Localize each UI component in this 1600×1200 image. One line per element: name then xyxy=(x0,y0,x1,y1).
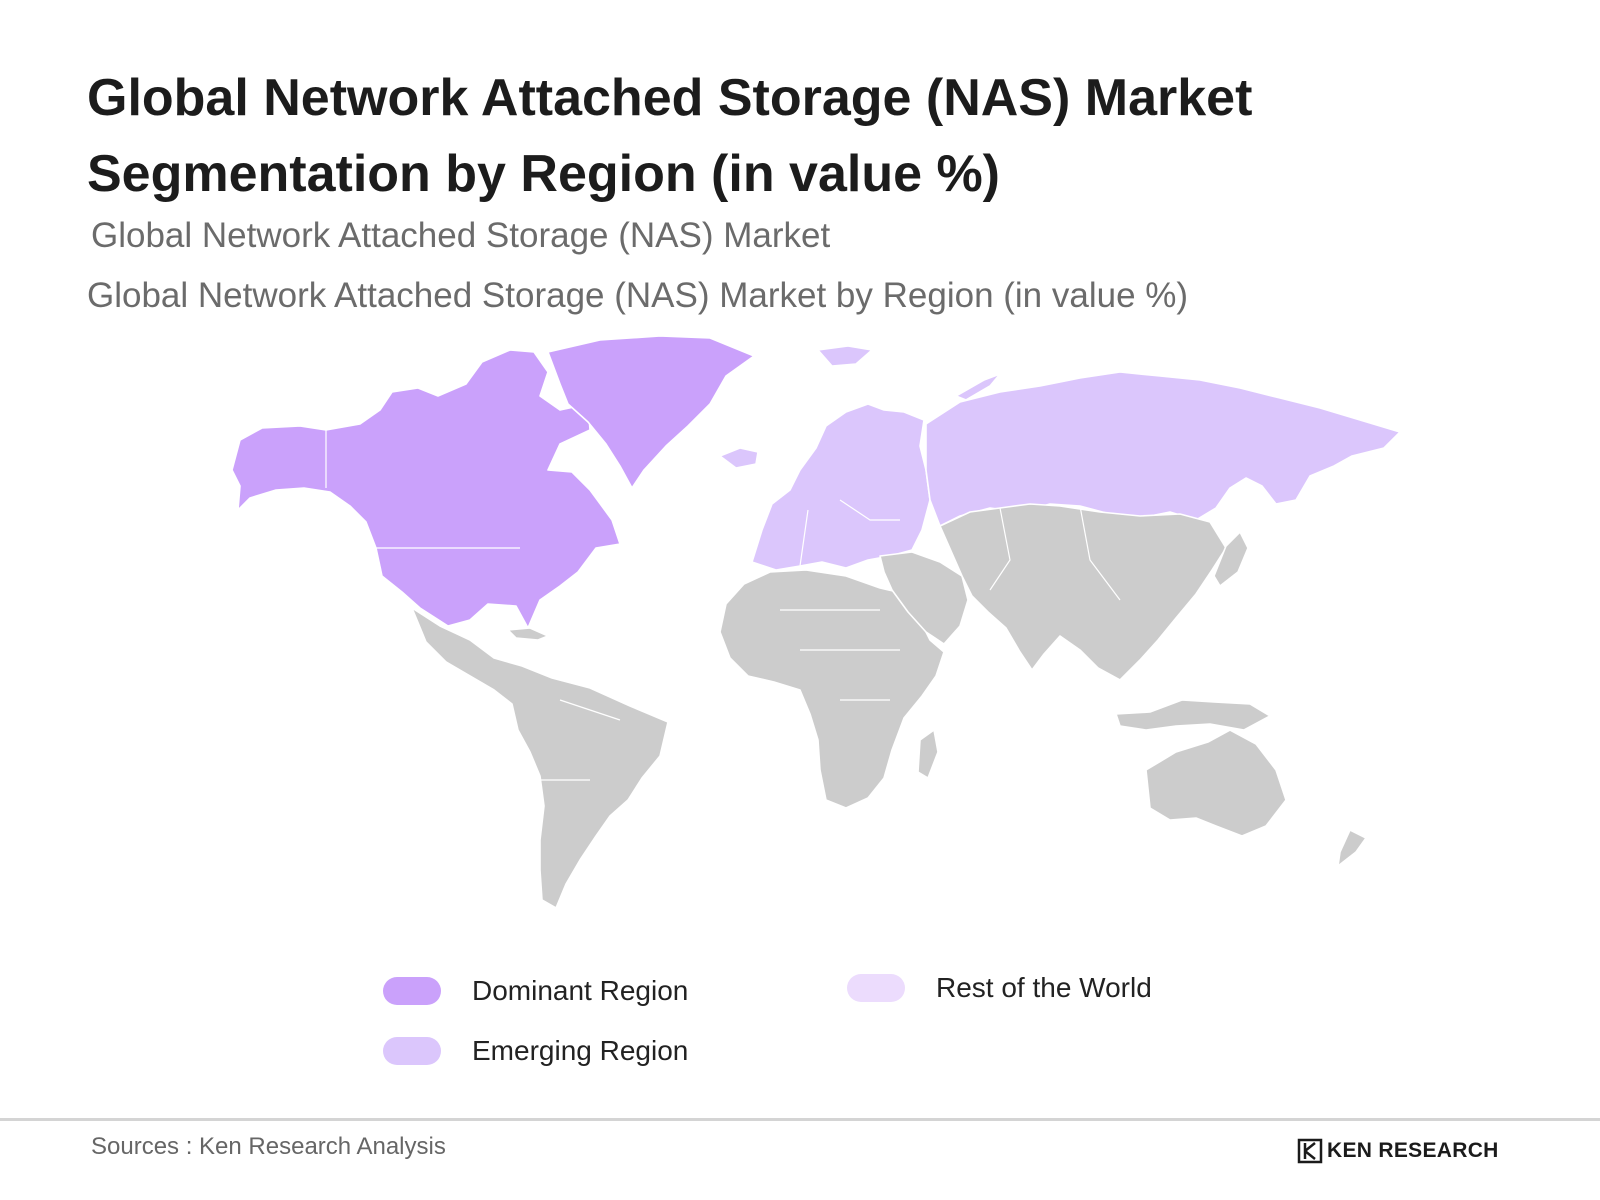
japan-region xyxy=(1213,531,1249,587)
ken-research-logo-icon xyxy=(1297,1138,1323,1164)
legend-rest-label: Rest of the World xyxy=(936,972,1152,1003)
brand-logo: KEN RESEARCH xyxy=(1297,1138,1499,1164)
title-line-2: Segmentation by Region (in value %) xyxy=(87,145,1000,203)
asia-region xyxy=(939,503,1227,681)
latin-america-region xyxy=(411,607,669,909)
iceland-region xyxy=(719,447,759,469)
legend-dominant: Dominant Region xyxy=(383,975,688,1007)
southeast-asia-region xyxy=(1115,699,1271,731)
world-map xyxy=(231,335,1401,909)
middle-east-region xyxy=(879,551,969,645)
new-zealand-region xyxy=(1337,829,1367,867)
svalbard-region xyxy=(817,345,873,367)
europe-region xyxy=(751,403,931,571)
legend-rest-swatch xyxy=(847,974,905,1002)
novaya-zemlya-region xyxy=(955,373,1001,401)
border-lines xyxy=(325,430,1121,781)
caribbean-region xyxy=(507,627,549,641)
subtitle-1: Global Network Attached Storage (NAS) Ma… xyxy=(91,216,831,255)
legend-rest: Rest of the World xyxy=(847,972,1152,1004)
madagascar-region xyxy=(917,729,939,779)
australia-region xyxy=(1145,729,1287,837)
footer-divider xyxy=(0,1118,1600,1121)
africa-region xyxy=(719,569,945,809)
title-line-1: Global Network Attached Storage (NAS) Ma… xyxy=(87,69,1253,127)
legend-emerging: Emerging Region xyxy=(383,1035,688,1067)
subtitle-2: Global Network Attached Storage (NAS) Ma… xyxy=(87,276,1189,315)
chart-title: Global Network Attached Storage (NAS) Ma… xyxy=(87,60,1487,212)
legend-dominant-label: Dominant Region xyxy=(472,975,689,1006)
north-america-region xyxy=(231,349,621,629)
legend-emerging-label: Emerging Region xyxy=(472,1035,689,1066)
legend-emerging-swatch xyxy=(383,1037,441,1065)
russia-region xyxy=(925,371,1401,527)
legend-dominant-swatch xyxy=(383,977,441,1005)
source-note: Sources : Ken Research Analysis xyxy=(91,1133,446,1160)
brand-name: KEN RESEARCH xyxy=(1327,1139,1499,1162)
greenland-region xyxy=(547,335,755,489)
